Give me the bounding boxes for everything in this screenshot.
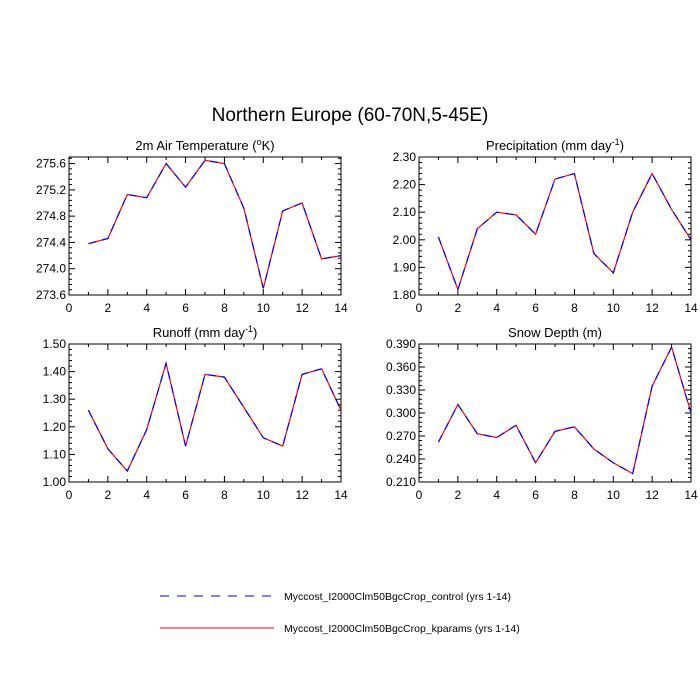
snow-depth-y-tick-label: 0.300 [386,406,416,420]
precipitation-y-tick-label: 1.90 [393,260,417,274]
air-temperature-series-kparams [88,159,341,289]
air-temperature-x-tick-label: 2 [105,301,112,315]
runoff-x-tick-label: 10 [257,488,271,502]
snow-depth-x-tick-label: 6 [532,488,539,502]
precipitation-x-tick-label: 2 [455,301,462,315]
snow-depth-panel: Snow Depth (m) 0 2 4 6 8 10 12 14 0.210 0.240 0.270… [386,325,698,502]
precipitation-y-tick-label: 1.80 [393,288,417,302]
air-temperature-x-tick-label: 12 [295,301,309,315]
air-temperature-plot-frame [68,156,342,296]
air-temperature-panel: 2m Air Temperature (oK) 0 2 4 6 8 10 12 14 273.6 2… [36,137,348,315]
precipitation-x-tick-label: 8 [571,301,578,315]
air-temperature-title-text: 2m Air Temperature ( [135,138,257,153]
air-temperature-x-tick-label: 4 [143,301,150,315]
snow-depth-y-tick-label: 0.210 [386,475,416,489]
precipitation-title: Precipitation (mm day-1) [486,137,624,153]
air-temperature-series-control [88,159,341,289]
runoff-x-tick-label: 6 [182,488,189,502]
snow-depth-series-kparams [437,345,691,475]
air-temperature-y-tick-label: 273.6 [36,288,66,302]
air-temperature-y-tick-label: 275.6 [36,157,66,171]
air-temperature-y-tick-label: 275.2 [36,183,66,197]
snow-depth-x-tick-label: 10 [607,488,621,502]
precipitation-y-tick-label: 2.10 [393,205,417,219]
precipitation-panel: Precipitation (mm day-1) 0 2 4 6 8 10 12 14 1.80 1… [393,137,698,315]
runoff-y-tick-label: 1.00 [43,475,67,489]
precipitation-y-tick-label: 2.30 [393,150,417,164]
runoff-panel: Runoff (mm day-1) 0 2 4 6 8 10 12 14 1.00 1.10 1.20… [43,324,348,502]
air-temperature-x-tick-label: 8 [221,301,228,315]
runoff-series-control [87,360,341,473]
air-temperature-y-tick-label: 274.4 [36,235,66,249]
runoff-title: Runoff (mm day-1) [153,324,258,340]
precipitation-x-tick-label: 10 [607,301,621,315]
air-temperature-title: 2m Air Temperature (oK) [135,137,274,153]
snow-depth-x-tick-label: 14 [684,488,698,502]
runoff-y-tick-label: 1.30 [43,392,67,406]
precipitation-y-tick-label: 2.20 [393,178,417,192]
snow-depth-y-tick-label: 0.270 [386,429,416,443]
runoff-x-tick-label: 8 [221,488,228,502]
runoff-plot-frame [68,343,342,483]
snow-depth-x-tick-label: 4 [493,488,500,502]
runoff-y-tick-label: 1.40 [43,365,67,379]
runoff-title-superscript: -1 [245,324,253,334]
snow-depth-x-tick-label: 0 [416,488,423,502]
runoff-y-tick-label: 1.20 [43,420,67,434]
precipitation-title-superscript: -1 [612,137,620,147]
snow-depth-y-tick-label: 0.330 [386,383,416,397]
panels: 2m Air Temperature (oK) 0 2 4 6 8 10 12 14 273.6 2… [36,137,698,502]
snow-depth-x-tick-label: 12 [645,488,659,502]
runoff-series-kparams [87,360,341,473]
legend: Myccost_I2000Clm50BgcCrop_control (yrs 1… [160,591,520,635]
runoff-title-text: Runoff (mm day [153,325,246,340]
snow-depth-title: Snow Depth (m) [508,325,602,340]
precipitation-x-tick-label: 6 [532,301,539,315]
snow-depth-y-tick-label: 0.240 [386,452,416,466]
precipitation-x-tick-label: 12 [645,301,659,315]
runoff-title-end: ) [253,325,257,340]
air-temperature-x-tick-label: 10 [257,301,271,315]
runoff-y-tick-label: 1.10 [43,447,67,461]
precipitation-title-end: ) [620,138,624,153]
runoff-x-tick-label: 12 [295,488,309,502]
snow-depth-x-tick-label: 2 [455,488,462,502]
air-temperature-y-tick-label: 274.0 [36,262,66,276]
air-temperature-title-superscript: o [257,137,262,147]
legend-label-kparams: Myccost_I2000Clm50BgcCrop_kparams (yrs 1… [284,623,520,635]
snow-depth-y-tick-label: 0.360 [386,360,416,374]
legend-label-control: Myccost_I2000Clm50BgcCrop_control (yrs 1… [284,591,511,603]
air-temperature-x-tick-label: 6 [182,301,189,315]
runoff-x-tick-label: 0 [66,488,73,502]
precipitation-x-tick-label: 4 [493,301,500,315]
precipitation-x-tick-label: 14 [684,301,698,315]
runoff-x-tick-label: 4 [143,488,150,502]
snow-depth-x-tick-label: 8 [571,488,578,502]
air-temperature-title-end: K) [262,138,275,153]
precipitation-title-text: Precipitation (mm day [486,138,612,153]
runoff-x-tick-label: 2 [105,488,112,502]
figure-title: Northern Europe (60-70N,5-45E) [212,105,489,126]
precipitation-x-tick-label: 0 [416,301,423,315]
snow-depth-plot-frame [418,343,692,483]
snow-depth-title-text: Snow Depth (m) [508,325,602,340]
precipitation-series-control [437,172,691,292]
air-temperature-x-tick-label: 0 [66,301,73,315]
air-temperature-y-tick-label: 274.8 [36,209,66,223]
precipitation-y-tick-label: 2.00 [393,233,417,247]
runoff-y-tick-label: 1.50 [43,337,67,351]
air-temperature-x-tick-label: 14 [334,301,348,315]
runoff-x-tick-label: 14 [334,488,348,502]
snow-depth-y-tick-label: 0.390 [386,337,416,351]
snow-depth-series-control [437,345,691,475]
